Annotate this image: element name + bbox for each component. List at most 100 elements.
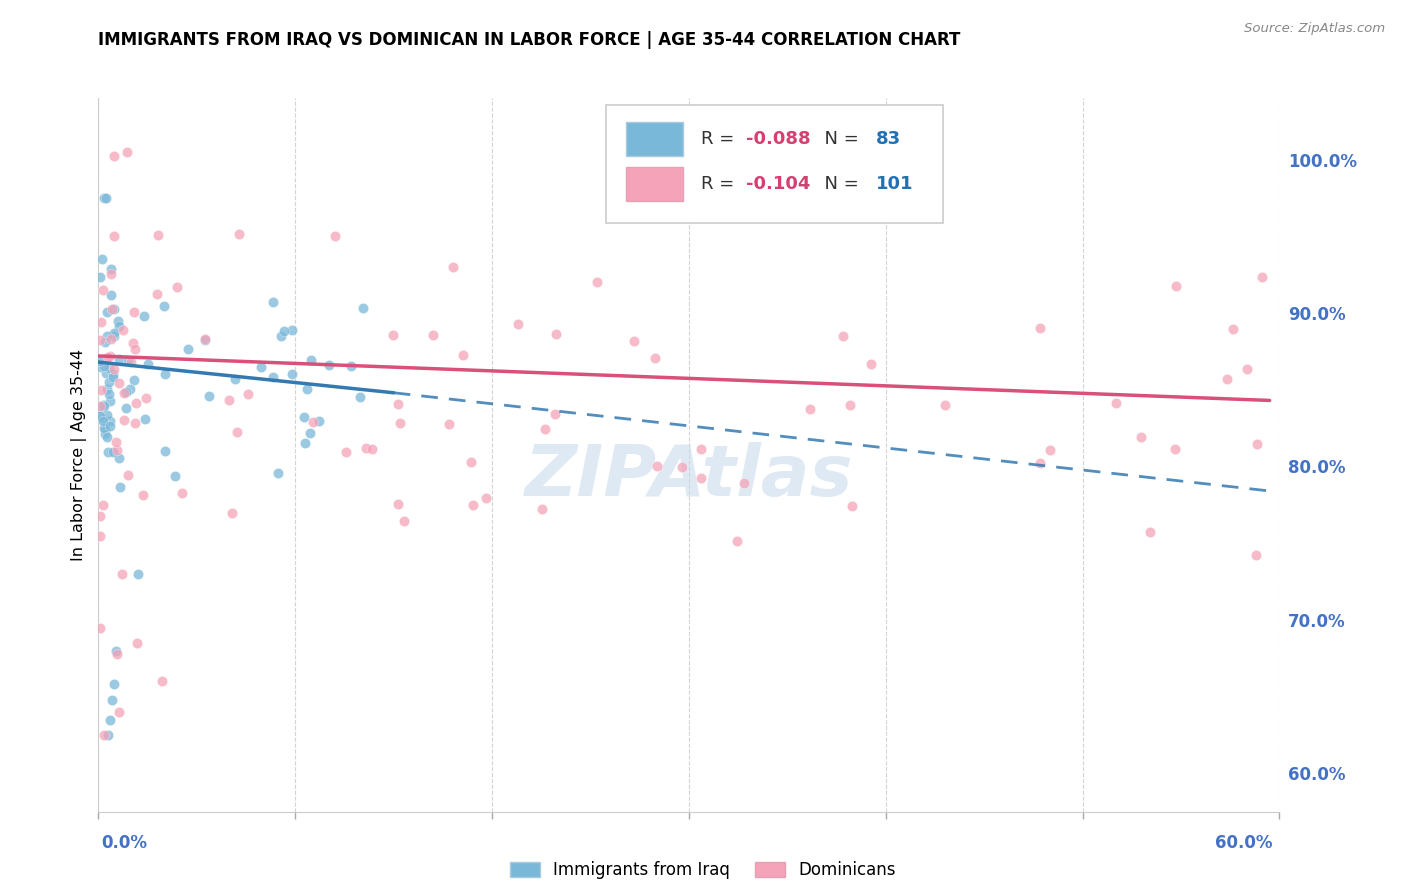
Point: [93, 359, 115, 373]
Point: [108, 352, 131, 367]
Point: [799, 402, 821, 417]
Point: [112, 323, 135, 337]
Point: [153, 444, 176, 458]
Point: [100, 287, 122, 301]
Point: [105, 643, 128, 657]
Point: [103, 370, 125, 384]
Point: [93, 421, 115, 435]
Point: [671, 459, 693, 474]
Point: [194, 333, 217, 347]
Point: [107, 376, 129, 390]
Point: [422, 328, 444, 343]
FancyBboxPatch shape: [626, 121, 683, 156]
Point: [1246, 548, 1268, 562]
Point: [89, 399, 111, 413]
Point: [91, 283, 114, 297]
Point: [690, 442, 713, 456]
Point: [155, 367, 177, 381]
Point: [461, 498, 484, 512]
Text: -0.088: -0.088: [745, 130, 810, 148]
Point: [152, 299, 174, 313]
Point: [103, 329, 125, 343]
Point: [226, 425, 249, 439]
Point: [298, 425, 321, 440]
Point: [103, 367, 125, 381]
Point: [96, 191, 118, 205]
Point: [98, 349, 121, 363]
Point: [105, 443, 128, 458]
Point: [838, 398, 860, 412]
Point: [530, 502, 553, 516]
Point: [1029, 321, 1052, 335]
Point: [93, 728, 115, 742]
Point: [387, 497, 409, 511]
Point: [544, 407, 567, 421]
Point: [111, 567, 134, 582]
Point: [340, 359, 363, 374]
Point: [124, 416, 146, 430]
Point: [266, 466, 288, 480]
Point: [103, 149, 125, 163]
Point: [150, 674, 173, 689]
Point: [441, 260, 464, 274]
Point: [97, 386, 120, 401]
Point: [103, 677, 125, 691]
Point: [934, 398, 956, 412]
Point: [295, 382, 318, 396]
Point: [323, 229, 346, 244]
Text: 101: 101: [876, 175, 912, 193]
Point: [508, 317, 530, 331]
Point: [349, 390, 371, 404]
Point: [97, 351, 120, 365]
Point: [131, 488, 153, 502]
Point: [98, 361, 121, 376]
Point: [96, 329, 118, 343]
Text: Source: ZipAtlas.com: Source: ZipAtlas.com: [1244, 22, 1385, 36]
Point: [281, 323, 304, 337]
Point: [841, 500, 863, 514]
Point: [103, 228, 125, 243]
Point: [352, 301, 374, 315]
Point: [585, 275, 607, 289]
Point: [100, 262, 122, 277]
Point: [262, 295, 284, 310]
Point: [1236, 362, 1258, 376]
Point: [1163, 442, 1185, 457]
Point: [224, 372, 246, 386]
Point: [94, 426, 117, 441]
Point: [107, 318, 129, 333]
Text: 60.0%: 60.0%: [1215, 834, 1272, 852]
Point: [89, 621, 111, 635]
Point: [127, 566, 149, 581]
Point: [460, 455, 482, 469]
Point: [104, 435, 127, 450]
Point: [112, 386, 135, 401]
Point: [105, 647, 128, 661]
Point: [93, 399, 115, 413]
Point: [117, 353, 139, 368]
Point: [228, 227, 250, 242]
Point: [1222, 322, 1244, 336]
Point: [100, 267, 122, 281]
Point: [101, 444, 124, 458]
Text: 83: 83: [876, 130, 901, 148]
Point: [145, 286, 167, 301]
Point: [90, 359, 112, 374]
Point: [262, 370, 284, 384]
Text: IMMIGRANTS FROM IRAQ VS DOMINICAN IN LABOR FORCE | AGE 35-44 CORRELATION CHART: IMMIGRANTS FROM IRAQ VS DOMINICAN IN LAB…: [98, 31, 960, 49]
Point: [115, 145, 138, 159]
Point: [859, 357, 882, 371]
Point: [361, 442, 384, 457]
Point: [249, 359, 271, 374]
Point: [733, 476, 755, 491]
Point: [122, 373, 145, 387]
Point: [98, 375, 121, 389]
Point: [292, 410, 315, 425]
Point: [1216, 372, 1239, 386]
Point: [197, 389, 219, 403]
Y-axis label: In Labor Force | Age 35-44: In Labor Force | Age 35-44: [72, 349, 87, 561]
Point: [302, 415, 325, 429]
Point: [132, 310, 155, 324]
Point: [91, 398, 114, 412]
Point: [124, 342, 146, 356]
